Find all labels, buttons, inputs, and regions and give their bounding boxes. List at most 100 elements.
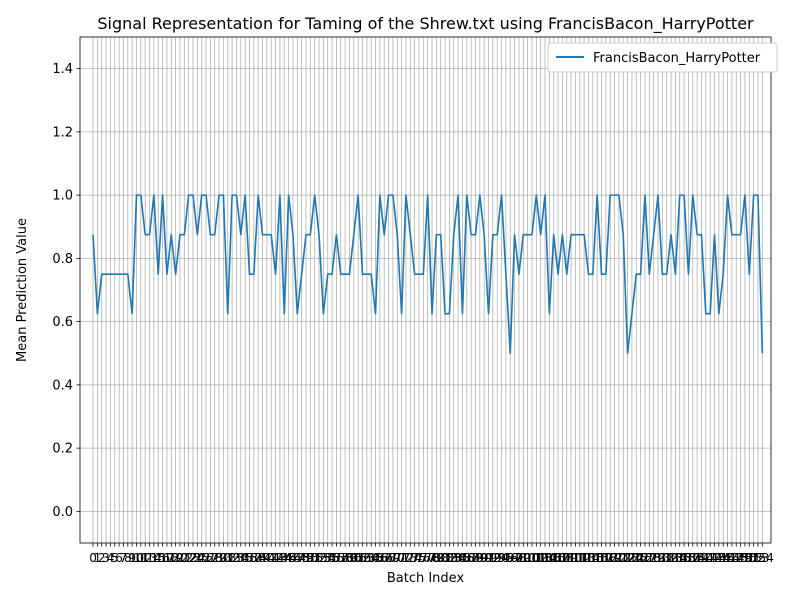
x-tick-label: 112 xyxy=(568,551,591,565)
x-tick-label: 69 xyxy=(385,551,400,565)
x-tick-label: 149 xyxy=(729,551,752,565)
x-tick-label: 17 xyxy=(159,551,174,565)
x-tick-label: 83 xyxy=(446,551,461,565)
x-tick-label: 22 xyxy=(181,551,196,565)
x-tick-label: 5 xyxy=(111,551,119,565)
x-tick-label: 92 xyxy=(485,551,500,565)
x-tick-label: 100 xyxy=(516,551,539,565)
x-tick-label: 95 xyxy=(498,551,513,565)
x-tick-label: 32 xyxy=(224,551,239,565)
x-tick-label: 66 xyxy=(372,551,387,565)
x-tick-label: 85 xyxy=(455,551,470,565)
x-tick-label: 106 xyxy=(542,551,565,565)
x-tick-label: 102 xyxy=(525,551,548,565)
legend-box xyxy=(547,42,778,73)
x-tick-label: 101 xyxy=(521,551,544,565)
grid xyxy=(80,37,771,543)
x-tick-label: 25 xyxy=(194,551,209,565)
x-tick-label: 1 xyxy=(94,551,102,565)
x-tick-label: 146 xyxy=(716,551,739,565)
x-tick-label: 90 xyxy=(477,551,492,565)
x-tick-label: 36 xyxy=(242,551,257,565)
x-tick-label: 16 xyxy=(155,551,170,565)
x-tick-label: 3 xyxy=(102,551,110,565)
x-axis: 0123456789101112131415161718192021222324… xyxy=(89,543,774,565)
x-tick-label: 21 xyxy=(177,551,192,565)
x-tick-label: 12 xyxy=(138,551,153,565)
x-tick-label: 88 xyxy=(468,551,483,565)
x-tick-label: 118 xyxy=(594,551,617,565)
x-tick-label: 98 xyxy=(511,551,526,565)
x-tick-label: 113 xyxy=(573,551,596,565)
x-tick-label: 124 xyxy=(620,551,643,565)
x-tick-label: 136 xyxy=(673,551,696,565)
x-tick-label: 153 xyxy=(747,551,770,565)
x-tick-label: 7 xyxy=(120,551,128,565)
x-tick-label: 123 xyxy=(616,551,639,565)
x-tick-label: 143 xyxy=(703,551,726,565)
x-tick-label: 116 xyxy=(586,551,609,565)
x-tick-label: 89 xyxy=(472,551,487,565)
x-tick-label: 77 xyxy=(420,551,435,565)
x-tick-label: 33 xyxy=(229,551,244,565)
x-tick-label: 37 xyxy=(246,551,261,565)
x-tick-label: 24 xyxy=(190,551,205,565)
x-tick-label: 127 xyxy=(634,551,657,565)
x-tick-label: 50 xyxy=(303,551,318,565)
x-tick-label: 150 xyxy=(733,551,756,565)
x-tick-label: 80 xyxy=(433,551,448,565)
x-tick-label: 152 xyxy=(742,551,765,565)
x-tick-label: 68 xyxy=(381,551,396,565)
x-tick-label: 135 xyxy=(668,551,691,565)
x-tick-label: 75 xyxy=(411,551,426,565)
x-tick-label: 139 xyxy=(686,551,709,565)
x-tick-label: 53 xyxy=(316,551,331,565)
legend-label: FrancisBacon_HarryPotter xyxy=(593,51,761,66)
x-tick-label: 34 xyxy=(233,551,248,565)
x-tick-label: 128 xyxy=(638,551,661,565)
x-tick-label: 82 xyxy=(442,551,457,565)
x-tick-label: 107 xyxy=(547,551,570,565)
x-tick-label: 59 xyxy=(342,551,357,565)
x-tick-label: 46 xyxy=(285,551,300,565)
y-axis: 0.0 0.2 0.4 0.6 0.8 1.0 1.2 1.4 xyxy=(52,62,80,520)
x-tick-label: 117 xyxy=(590,551,613,565)
x-tick-label: 58 xyxy=(337,551,352,565)
x-tick-label: 87 xyxy=(463,551,478,565)
x-tick-label: 71 xyxy=(394,551,409,565)
y-tick-label: 0.8 xyxy=(52,252,73,267)
x-tick-label: 60 xyxy=(346,551,361,565)
x-tick-label: 0 xyxy=(89,551,97,565)
x-tick-label: 79 xyxy=(429,551,444,565)
y-tick-label: 0.2 xyxy=(52,442,73,457)
x-tick-label: 145 xyxy=(712,551,735,565)
x-tick-label: 8 xyxy=(124,551,132,565)
plot-frame xyxy=(79,36,772,544)
y-tick-label: 0.4 xyxy=(52,378,73,393)
x-tick-label: 43 xyxy=(272,551,287,565)
x-tick-label: 86 xyxy=(459,551,474,565)
x-tick-label: 73 xyxy=(403,551,418,565)
x-tick-label: 154 xyxy=(751,551,774,565)
x-tick-label: 39 xyxy=(255,551,270,565)
y-axis-label: Mean Prediction Value xyxy=(15,218,30,362)
x-tick-label: 31 xyxy=(220,551,235,565)
x-tick-label: 81 xyxy=(437,551,452,565)
x-tick-label: 104 xyxy=(534,551,557,565)
x-tick-label: 18 xyxy=(164,551,179,565)
x-tick-label: 97 xyxy=(507,551,522,565)
x-tick-label: 10 xyxy=(129,551,144,565)
x-tick-label: 119 xyxy=(599,551,622,565)
x-tick-label: 45 xyxy=(281,551,296,565)
y-tick-label: 0.0 xyxy=(52,505,73,520)
y-tick-label: 1.4 xyxy=(52,62,73,77)
x-tick-label: 111 xyxy=(564,551,587,565)
x-tick-label: 54 xyxy=(320,551,335,565)
series-layer xyxy=(92,194,764,355)
x-tick-label: 26 xyxy=(198,551,213,565)
x-tick-label: 20 xyxy=(172,551,187,565)
x-tick-label: 2 xyxy=(98,551,106,565)
x-tick-label: 63 xyxy=(359,551,374,565)
x-tick-label: 65 xyxy=(368,551,383,565)
x-tick-label: 57 xyxy=(333,551,348,565)
